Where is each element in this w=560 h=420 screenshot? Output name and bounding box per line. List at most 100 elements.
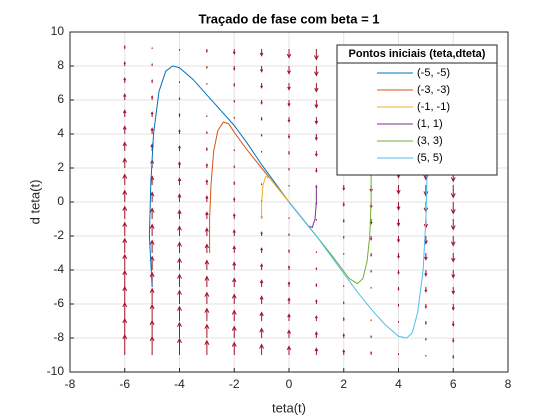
y-tick-label: -10: [47, 364, 65, 378]
quiver-arrow: [122, 269, 128, 287]
quiver-arrow: [204, 339, 210, 355]
quiver-arrow: [177, 257, 182, 270]
quiver-arrow: [259, 311, 264, 321]
quiver-arrow: [396, 236, 401, 243]
quiver-arrow: [452, 355, 455, 359]
quiver-arrow: [451, 304, 455, 311]
quiver-arrow: [259, 49, 264, 57]
quiver-arrow: [204, 323, 210, 338]
x-tick-label: -4: [174, 377, 185, 391]
quiver-arrow: [314, 134, 318, 141]
quiver-arrow: [233, 66, 236, 71]
quiver-arrow: [342, 202, 345, 207]
quiver-arrow: [177, 177, 182, 185]
quiver-arrow: [231, 309, 237, 321]
quiver-arrow: [205, 179, 209, 185]
y-axis-label: d teta(t): [27, 180, 42, 225]
quiver-arrow: [286, 49, 292, 59]
trajectory: [288, 116, 428, 339]
quiver-arrow: [122, 253, 128, 270]
quiver-arrow: [177, 161, 182, 168]
quiver-arrow: [122, 189, 128, 202]
quiver-arrow: [122, 157, 128, 168]
quiver-arrow: [178, 129, 181, 134]
quiver-arrow: [232, 49, 236, 55]
legend-box: [336, 44, 498, 176]
quiver-arrow: [260, 66, 264, 73]
quiver-arrow: [232, 245, 237, 253]
quiver-arrow: [149, 303, 155, 321]
quiver-arrow: [450, 219, 456, 231]
quiver-arrow: [232, 229, 236, 236]
quiver-arrow: [122, 125, 127, 134]
quiver-arrow: [287, 265, 291, 270]
quiver-arrow: [149, 239, 155, 253]
quiver-arrow: [122, 221, 128, 236]
quiver-arrow: [177, 225, 182, 236]
quiver-arrow: [204, 275, 210, 287]
quiver-arrow: [178, 145, 181, 151]
quiver-arrow: [259, 279, 264, 287]
quiver-arrow: [342, 219, 345, 223]
quiver-arrow: [151, 79, 154, 83]
x-axis-label: teta(t): [272, 400, 306, 415]
quiver-arrow: [287, 83, 291, 91]
quiver-arrow: [424, 270, 428, 277]
quiver-arrow: [205, 49, 208, 53]
quiver-arrow: [122, 205, 128, 219]
quiver-arrow: [288, 232, 290, 236]
quiver-arrow: [342, 185, 346, 191]
quiver-arrow: [452, 338, 455, 343]
quiver-arrow: [396, 202, 401, 211]
quiver-arrow: [233, 181, 236, 185]
quiver-arrow: [150, 95, 154, 100]
quiver-arrow: [204, 307, 210, 321]
quiver-arrow: [397, 304, 400, 308]
legend-label: (3, 3): [417, 135, 443, 147]
quiver-arrow: [259, 343, 265, 355]
x-tick-label: -8: [65, 377, 76, 391]
quiver-arrow: [288, 168, 290, 172]
quiver-arrow: [123, 45, 126, 49]
trajectory: [209, 121, 290, 253]
y-tick-label: 0: [57, 194, 64, 208]
quiver-arrow: [151, 62, 153, 66]
quiver-arrow: [205, 163, 209, 168]
y-tick-label: 8: [57, 58, 64, 72]
quiver-arrow: [370, 351, 373, 355]
legend-title: Pontos iniciais (teta,dteta): [349, 48, 486, 60]
quiver-arrow: [425, 338, 427, 342]
quiver-arrow: [204, 259, 210, 270]
quiver-arrow: [177, 289, 182, 304]
quiver-arrow: [314, 315, 318, 321]
quiver-arrow: [204, 227, 209, 236]
quiver-arrow: [287, 313, 291, 321]
quiver-arrow: [315, 283, 318, 287]
quiver-arrow: [149, 207, 155, 219]
quiver-arrow: [232, 277, 237, 287]
quiver-arrow: [451, 253, 456, 263]
quiver-arrow: [177, 321, 182, 338]
quiver-arrow: [178, 113, 181, 117]
quiver-arrow: [450, 236, 456, 247]
y-tick-label: -8: [53, 330, 64, 344]
x-tick-label: 6: [450, 377, 457, 391]
quiver-arrow: [451, 321, 455, 327]
quiver-arrow: [314, 347, 319, 355]
quiver-arrow: [396, 185, 401, 195]
quiver-arrow: [287, 281, 291, 287]
quiver-arrow: [314, 100, 319, 109]
quiver-arrow: [122, 141, 127, 151]
quiver-arrow: [231, 341, 237, 355]
quiver-arrow: [205, 211, 209, 219]
quiver-arrow: [287, 151, 291, 155]
quiver-arrow: [424, 304, 428, 309]
quiver-arrow: [313, 49, 319, 61]
quiver-arrow: [287, 134, 291, 139]
trajectory: [148, 65, 290, 288]
quiver-arrow: [286, 345, 292, 355]
quiver-arrow: [177, 193, 182, 202]
quiver-arrow: [177, 273, 182, 287]
y-tick-label: -4: [53, 262, 64, 276]
quiver-arrow: [206, 66, 208, 70]
